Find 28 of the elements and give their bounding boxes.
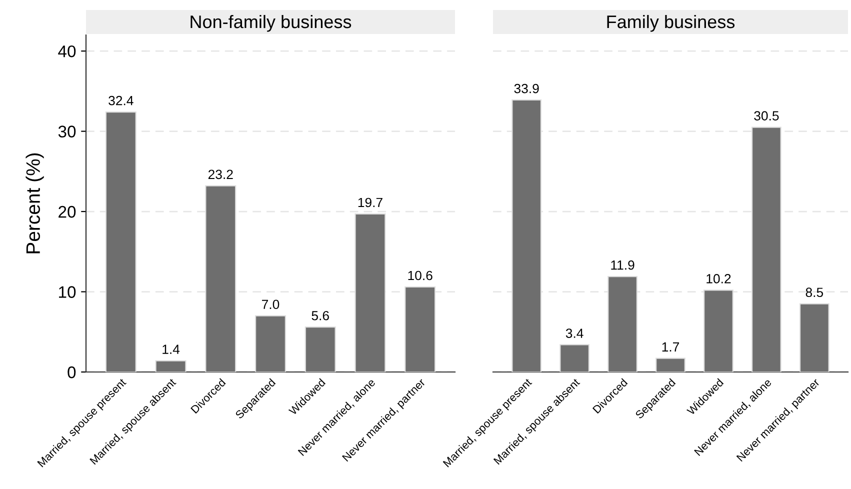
y-tick-label: 0 bbox=[68, 366, 76, 378]
bar bbox=[254, 315, 286, 372]
bar bbox=[304, 326, 336, 372]
y-tick-label: 40 bbox=[58, 45, 76, 58]
bar bbox=[656, 358, 686, 372]
data-label: 30.5 bbox=[754, 111, 779, 120]
y-tick-label: 10 bbox=[59, 286, 76, 298]
y-tick-label: 20 bbox=[58, 206, 76, 218]
chart-title: Non-family business bbox=[190, 14, 352, 32]
data-label: 3.4 bbox=[566, 328, 584, 338]
data-label: 33.9 bbox=[514, 84, 539, 94]
bar bbox=[560, 344, 590, 372]
data-label: 1.7 bbox=[662, 342, 680, 352]
data-label: 32.4 bbox=[108, 96, 134, 106]
data-label: 10.2 bbox=[706, 274, 731, 284]
data-label: 1.4 bbox=[162, 344, 180, 354]
data-label: 10.6 bbox=[408, 270, 432, 280]
data-label: 8.5 bbox=[806, 288, 824, 298]
data-label: 23.2 bbox=[208, 170, 233, 180]
data-label: 19.7 bbox=[358, 198, 382, 208]
y-tick-label: 30 bbox=[58, 126, 76, 138]
data-label: 7.0 bbox=[262, 300, 280, 310]
chart-title: Family business bbox=[607, 14, 735, 32]
bar bbox=[155, 360, 186, 372]
data-label: 5.6 bbox=[312, 310, 329, 320]
y-axis-title: Percent (%) bbox=[26, 153, 44, 254]
data-label: 11.9 bbox=[611, 260, 634, 270]
bar bbox=[799, 303, 830, 372]
